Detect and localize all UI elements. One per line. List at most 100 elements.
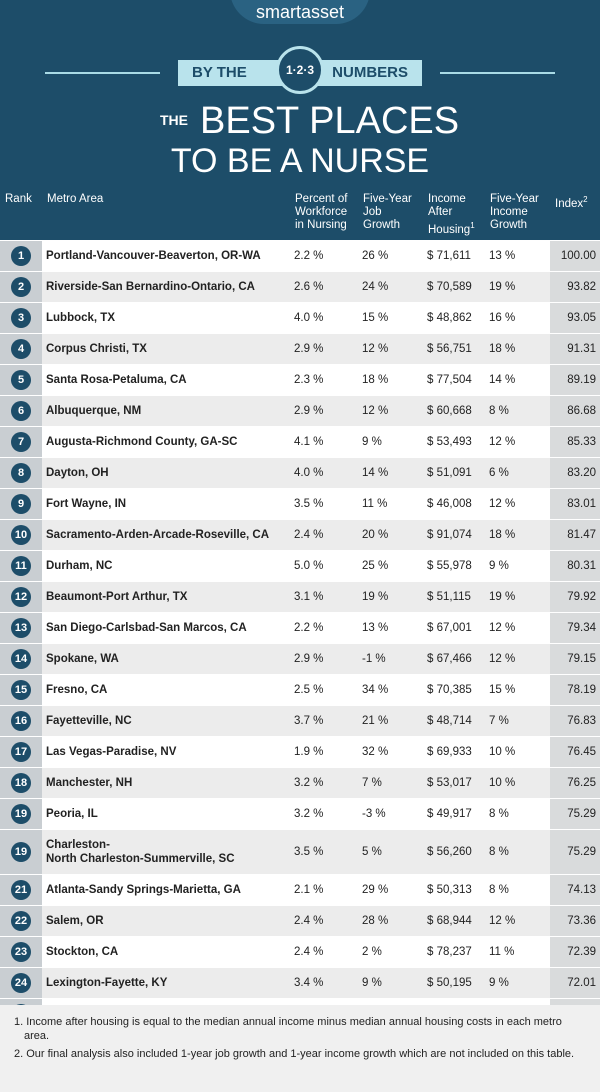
value-cell: $ 53,017 [423,767,485,799]
table-row: 1 Portland-Vancouver-Beaverton, OR-WA 2.2 … [0,240,600,272]
value-cell: 2.5 % [290,674,358,706]
column-header-text: Five-Year Job Growth [363,193,412,231]
table-row: 19 Peoria, IL 3.2 % -3 % $ 49,917 8 % 75.29 [0,798,600,830]
rule [45,72,160,74]
rank-cell: 5 [0,364,42,396]
rank-cell: 11 [0,550,42,582]
value-cell: $ 67,001 [423,612,485,644]
metro-cell: Fayetteville, NC [42,705,290,737]
metro-cell: San Diego-Carlsbad-San Marcos, CA [42,612,290,644]
value-cell: 3.2 % [290,767,358,799]
rank-badge: 9 [11,494,31,514]
column-header-text: Percent of Workforce in Nursing [295,193,348,231]
value-cell: 12 % [485,488,550,520]
value-cell: 91.31 [550,333,600,365]
metro-cell: Albuquerque, NM [42,395,290,427]
value-cell: 9 % [358,426,423,458]
value-cell: 3.1 % [290,581,358,613]
value-cell: 81.47 [550,519,600,551]
value-cell: 5.0 % [290,550,358,582]
value-cell: 7 % [358,767,423,799]
metro-cell: Fresno, CA [42,674,290,706]
rank-cell: 12 [0,581,42,613]
column-header: Percent of Workforce in Nursing [290,185,358,241]
value-cell: 1.9 % [290,736,358,768]
metro-cell: Manchester, NH [42,767,290,799]
value-cell: 14 % [358,457,423,489]
metro-cell: Atlanta-Sandy Springs-Marietta, GA [42,874,290,906]
value-cell: 75.29 [550,798,600,830]
rank-badge: 18 [11,773,31,793]
metro-cell: Santa Rosa-Petaluma, CA [42,364,290,396]
rank-badge: 8 [11,463,31,483]
column-header: Rank [0,185,42,241]
rank-badge: 10 [11,525,31,545]
rank-badge: 19 [11,842,31,862]
table-row: 8 Dayton, OH 4.0 % 14 % $ 51,091 6 % 83.20 [0,457,600,489]
table-row: 4 Corpus Christi, TX 2.9 % 12 % $ 56,751 18 %… [0,333,600,365]
column-header-text: Metro Area [47,193,104,205]
table-row: 24 Lexington-Fayette, KY 3.4 % 9 % $ 50,195 9… [0,967,600,999]
table-row: 7 Augusta-Richmond County, GA-SC 4.1 % 9 % $… [0,426,600,458]
rank-cell: 6 [0,395,42,427]
rank-badge: 17 [11,742,31,762]
value-cell: 86.68 [550,395,600,427]
value-cell: 18 % [358,364,423,396]
metro-cell: Corpus Christi, TX [42,333,290,365]
value-cell: 10 % [485,736,550,768]
rank-badge: 1 [11,246,31,266]
rank-badge: 15 [11,680,31,700]
footnotes: 1. Income after housing is equal to the … [0,1005,600,1092]
value-cell: $ 56,260 [423,829,485,875]
rank-badge: 7 [11,432,31,452]
table-row: 3 Lubbock, TX 4.0 % 15 % $ 48,862 16 % 93.05 [0,302,600,334]
rank-cell: 3 [0,302,42,334]
rank-cell: 17 [0,736,42,768]
column-header: Income After Housing1 [423,185,485,241]
value-cell: 78.19 [550,674,600,706]
banner-text: NUMBERS [332,64,408,81]
value-cell: 8 % [485,874,550,906]
metro-cell: Beaumont-Port Arthur, TX [42,581,290,613]
rank-cell: 23 [0,936,42,968]
value-cell: 2.4 % [290,519,358,551]
rank-badge: 12 [11,587,31,607]
subtitle: TO BE A NURSE [170,142,430,180]
value-cell: -1 % [358,643,423,675]
value-cell: 2.6 % [290,271,358,303]
rank-badge: 19 [11,804,31,824]
value-cell: $ 70,589 [423,271,485,303]
value-cell: 13 % [485,240,550,272]
value-cell: 12 % [485,612,550,644]
metro-cell: Sacramento-Arden-Arcade-Roseville, CA [42,519,290,551]
value-cell: $ 56,751 [423,333,485,365]
table-row: 11 Durham, NC 5.0 % 25 % $ 55,978 9 % 80.31 [0,550,600,582]
value-cell: 79.15 [550,643,600,675]
table-row: 15 Fresno, CA 2.5 % 34 % $ 70,385 15 % 78.19 [0,674,600,706]
table-row: 2 Riverside-San Bernardino-Ontario, CA 2.6… [0,271,600,303]
value-cell: $ 91,074 [423,519,485,551]
table-row: 14 Spokane, WA 2.9 % -1 % $ 67,466 12 % 79.15 [0,643,600,675]
metro-cell: Durham, NC [42,550,290,582]
column-header: Index2 [550,185,600,241]
rank-badge: 4 [11,339,31,359]
value-cell: $ 51,115 [423,581,485,613]
column-header-text: Rank [5,193,32,205]
value-cell: 89.19 [550,364,600,396]
value-cell: 93.05 [550,302,600,334]
value-cell: 19 % [358,581,423,613]
value-cell: 75.29 [550,829,600,875]
footnote: 1. Income after housing is equal to the … [14,1016,562,1042]
value-cell: 13 % [358,612,423,644]
value-cell: 12 % [358,395,423,427]
value-cell: 79.34 [550,612,600,644]
value-cell: 2.2 % [290,612,358,644]
value-cell: 3.5 % [290,829,358,875]
value-cell: 5 % [358,829,423,875]
value-cell: 28 % [358,905,423,937]
table-row: 9 Fort Wayne, IN 3.5 % 11 % $ 46,008 12 % 83.0… [0,488,600,520]
rank-cell: 13 [0,612,42,644]
value-cell: $ 77,504 [423,364,485,396]
value-cell: 19 % [485,271,550,303]
rule [440,72,555,74]
